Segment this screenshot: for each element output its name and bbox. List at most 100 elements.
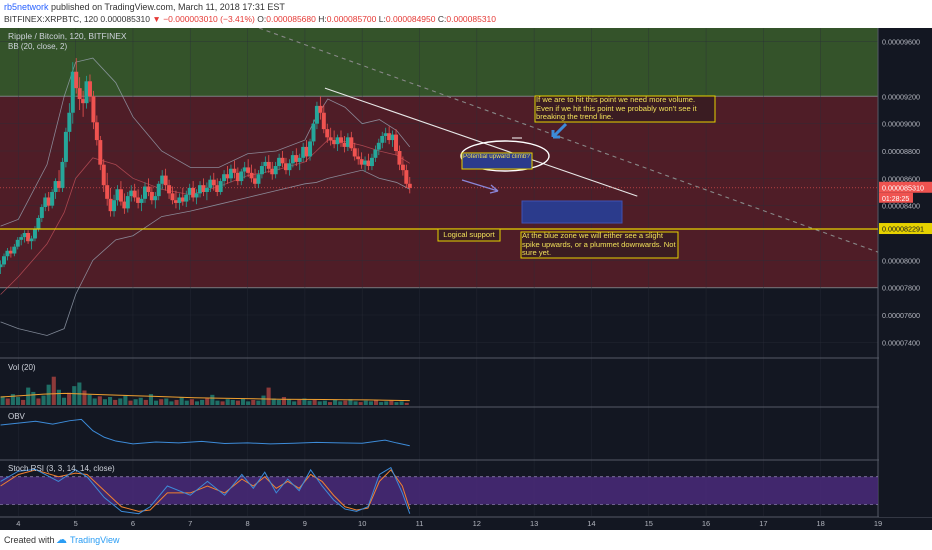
trend-lines [0, 28, 879, 253]
volume-bar [363, 400, 368, 405]
volume-note-box[interactable] [534, 95, 716, 123]
candle-body [235, 172, 240, 182]
candle-body [105, 185, 110, 199]
candle-body [108, 198, 113, 212]
price-tick-label: 0.00009000 [882, 120, 920, 129]
candle-body [249, 172, 254, 179]
high-label: H: [318, 14, 327, 24]
candles [0, 58, 412, 274]
volume-bar [184, 400, 189, 405]
candle-body [94, 122, 99, 141]
volume-bar [297, 399, 302, 405]
price-tick-label: 0.00008800 [882, 147, 920, 156]
pane-labels: Ripple / Bitcoin, 120, BITFINEX BB (20, … [8, 31, 127, 473]
candle-body [218, 181, 223, 192]
volume-bar [143, 399, 148, 405]
candle-body [283, 163, 288, 171]
price-tick-label: 0.00008400 [882, 202, 920, 211]
volume-bar [36, 398, 41, 405]
volume-bar [230, 399, 235, 405]
candle-body [15, 239, 20, 247]
blue-zone-note-box[interactable] [520, 231, 679, 259]
candle-body [397, 151, 402, 165]
volume-bar [312, 399, 317, 405]
candle-body [184, 194, 189, 202]
time-tick-label: 12 [473, 519, 481, 528]
high-value: 0.000085700 [326, 14, 377, 24]
candle-body [376, 142, 381, 150]
potential-climb-box[interactable] [461, 152, 533, 170]
candle-body [314, 105, 319, 124]
candle-body [5, 250, 10, 257]
volume-bar [67, 392, 72, 405]
volume-bar [31, 391, 36, 405]
volume-bar [215, 400, 220, 405]
candle-body [273, 166, 278, 175]
created-with-text: Created with [4, 535, 55, 545]
volume-bar [384, 401, 389, 405]
price-tick-label: 0.00007600 [882, 311, 920, 320]
volume-bar [61, 397, 67, 405]
volume-bar [246, 401, 251, 405]
volume-bar [271, 398, 276, 405]
published-text: published on TradingView.com, March 11, … [48, 2, 285, 12]
volume-bar [373, 399, 379, 405]
candle-body [345, 137, 350, 147]
volume-bar [200, 399, 205, 405]
volume-bar [154, 400, 159, 405]
volume-bar [256, 400, 261, 405]
volume-bar [287, 399, 292, 405]
obv-line [0, 418, 410, 447]
volume-bar [353, 401, 358, 405]
candle-body [373, 149, 378, 158]
candle-body [122, 201, 127, 209]
volume-bar [251, 399, 256, 405]
time-axis[interactable]: 4 5 6 7 8 9 10 11 12 13 14 15 16 17 18 19 [0, 518, 932, 530]
candle-body [297, 157, 302, 162]
author-link[interactable]: rb5network [4, 2, 49, 12]
potential-climb-ellipse[interactable] [460, 140, 550, 172]
candle-body [311, 123, 316, 142]
candle-body [136, 197, 141, 203]
candle-body [153, 196, 158, 201]
chart-title: Ripple / Bitcoin, 120, BITFINEX [8, 31, 127, 41]
price-axis[interactable]: 0.00009600 0.00009200 0.00009000 0.00008800… [879, 28, 932, 517]
time-tick-label: 19 [874, 519, 882, 528]
time-tick-label: 5 [74, 519, 78, 528]
projection-arrow [461, 179, 499, 192]
price-tick-label: 0.00007400 [882, 338, 920, 347]
price-tick-label: 0.00008600 [882, 174, 920, 183]
candle-body [98, 140, 103, 165]
volume-bar [399, 401, 404, 405]
candle-body [332, 140, 337, 145]
candle-body [32, 228, 37, 239]
candle-body [256, 174, 261, 184]
volume-bar [164, 398, 169, 405]
candle-body [263, 161, 268, 167]
blue-zone[interactable] [521, 200, 623, 224]
candle-body [149, 192, 154, 201]
volume-bar [82, 390, 87, 405]
price-tick-label: 0.00009600 [882, 38, 920, 47]
candle-body [290, 155, 295, 164]
volume-bar [123, 395, 128, 405]
time-tick-label: 11 [416, 519, 424, 528]
candle-body [112, 200, 117, 212]
candle-body [194, 193, 199, 198]
candle-body [228, 168, 233, 179]
logical-support-box[interactable] [437, 228, 501, 242]
candle-body [253, 178, 258, 184]
candle-body [118, 189, 123, 202]
volume-bar [261, 395, 266, 405]
time-tick-label: 14 [587, 519, 595, 528]
tradingview-brand[interactable]: TradingView [70, 535, 120, 545]
candle-body [43, 197, 48, 208]
chart-canvas[interactable]: If we are to hit this point we need more… [0, 28, 932, 530]
candle-body [156, 183, 161, 197]
countdown-tag-label: 01:28:25 [882, 196, 909, 203]
candle-body [187, 187, 192, 195]
candle-body [366, 160, 371, 167]
volume-bar [189, 399, 194, 405]
candle-body [287, 163, 292, 171]
candle-body [246, 167, 251, 173]
